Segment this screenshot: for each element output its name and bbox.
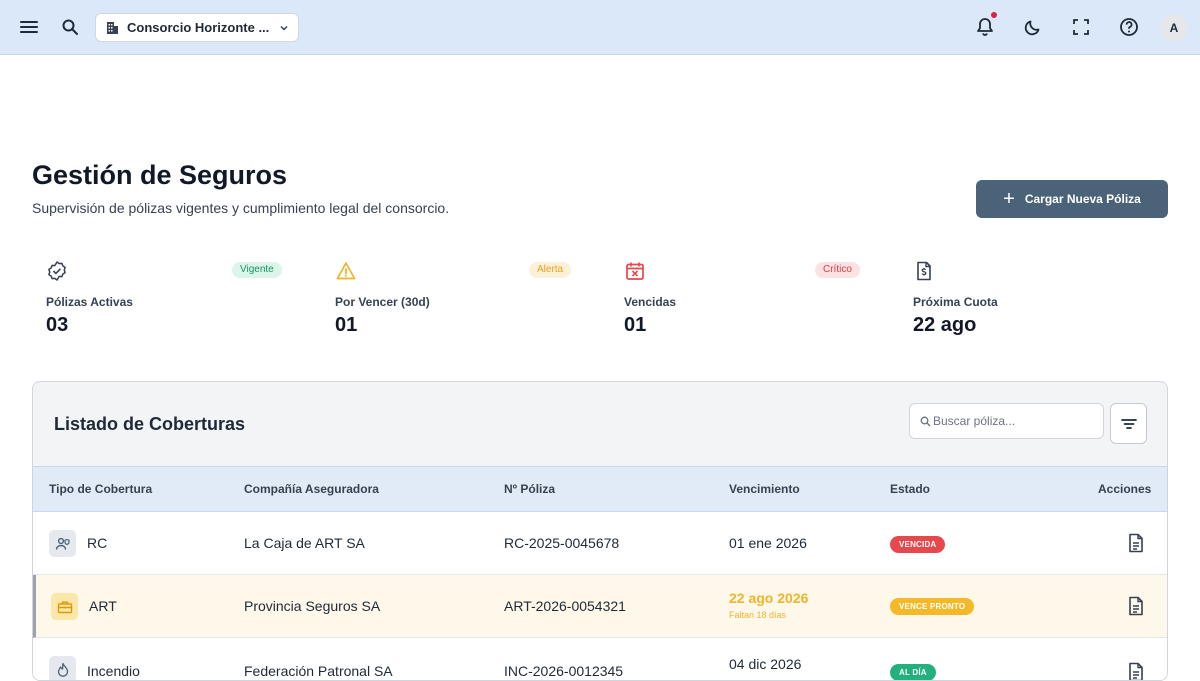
search-icon[interactable] (57, 14, 83, 40)
calendar-x-icon (626, 262, 644, 280)
insurer-name: Federación Patronal SA (244, 663, 393, 679)
filter-icon (1120, 418, 1137, 429)
stat-label: Vencidas (624, 295, 677, 309)
filter-button[interactable] (1110, 403, 1147, 444)
coverage-type: RC (87, 535, 108, 551)
chevron-down-icon (280, 25, 288, 31)
status-badge: AL DÍA (890, 664, 936, 680)
stat-card-next-payment: Próxima Cuota 22 ago (899, 258, 1149, 338)
stat-label: Pólizas Activas (46, 295, 133, 309)
fire-icon (49, 656, 76, 680)
stat-value: 01 (624, 314, 647, 336)
notification-dot (991, 12, 997, 18)
column-header: Acciones (1098, 482, 1152, 496)
stat-value: 01 (335, 314, 358, 336)
menu-icon[interactable] (16, 14, 42, 40)
column-header[interactable]: Estado (890, 482, 931, 496)
organization-selector[interactable]: Consorcio Horizonte ... (95, 13, 299, 42)
table-header: Tipo de Cobertura Compañía Aseguradora N… (33, 466, 1167, 512)
document-icon[interactable] (1127, 596, 1145, 616)
stat-label: Próxima Cuota (913, 295, 998, 309)
dark-mode-icon[interactable] (1020, 14, 1046, 40)
policy-number: INC-2026-0012345 (504, 663, 624, 679)
policy-search-input[interactable]: Buscar póliza... (909, 403, 1104, 439)
building-icon (107, 21, 118, 34)
coverage-type: Incendio (87, 663, 140, 679)
expiry-date: 22 ago 2026 (729, 590, 809, 606)
stat-label: Por Vencer (30d) (335, 295, 430, 309)
table-row[interactable]: ART Provincia Seguros SA ART-2026-005432… (33, 575, 1167, 638)
warning-icon (336, 262, 356, 280)
stat-card-active: Vigente Pólizas Activas 03 (32, 258, 282, 338)
page-title: Gestión de Seguros (32, 160, 288, 190)
new-policy-button[interactable]: + Cargar Nueva Póliza (976, 180, 1168, 218)
top-bar: Consorcio Horizonte ... A (0, 0, 1200, 55)
stat-card-expiring: Alerta Por Vencer (30d) 01 (321, 258, 572, 338)
stat-value: 22 ago (913, 314, 977, 336)
search-icon (920, 416, 931, 426)
column-header[interactable]: Vencimiento (729, 482, 800, 496)
policy-number: RC-2025-0045678 (504, 535, 620, 551)
stat-value: 03 (46, 314, 69, 336)
column-header[interactable]: Nº Póliza (504, 482, 556, 496)
column-header[interactable]: Compañía Aseguradora (244, 482, 379, 496)
help-icon[interactable] (1116, 14, 1142, 40)
status-badge: Vigente (232, 262, 282, 278)
policy-number: ART-2026-0054321 (504, 598, 626, 614)
page-subtitle: Supervisión de pólizas vigentes y cumpli… (32, 200, 450, 216)
stat-card-expired: Crítico Vencidas 01 (610, 258, 860, 338)
receipt-icon (917, 261, 931, 281)
column-header[interactable]: Tipo de Cobertura (49, 482, 153, 496)
status-badge: VENCE PRONTO (890, 598, 975, 615)
fullscreen-icon[interactable] (1068, 14, 1094, 40)
document-icon[interactable] (1127, 533, 1145, 553)
expiry-date: 04 dic 2026 (729, 656, 802, 672)
expiry-note: Faltan 18 días (729, 610, 787, 620)
status-badge: VENCIDA (890, 536, 946, 553)
plus-icon: + (1003, 188, 1015, 210)
new-policy-button-label: Cargar Nueva Póliza (1024, 192, 1141, 206)
table-row[interactable]: RC La Caja de ART SA RC-2025-0045678 01 … (33, 512, 1167, 575)
badge-check-icon (48, 261, 66, 281)
coverage-title: Listado de Coberturas (54, 414, 246, 434)
expiry-date: 01 ene 2026 (729, 535, 807, 551)
insurer-name: Provincia Seguros SA (244, 598, 381, 614)
status-badge: Crítico (815, 262, 860, 278)
briefcase-icon (51, 593, 78, 620)
coverage-card: Listado de Coberturas Buscar póliza... T… (32, 381, 1168, 681)
document-icon[interactable] (1127, 662, 1145, 681)
organization-name: Consorcio Horizonte ... (127, 20, 270, 35)
coverage-type: ART (89, 598, 117, 614)
user-shield-icon (49, 530, 76, 557)
notifications-icon[interactable] (972, 12, 998, 40)
insurer-name: La Caja de ART SA (244, 535, 365, 551)
search-placeholder: Buscar póliza... (933, 414, 1016, 428)
status-badge: Alerta (529, 262, 572, 278)
user-avatar[interactable]: A (1160, 14, 1188, 42)
